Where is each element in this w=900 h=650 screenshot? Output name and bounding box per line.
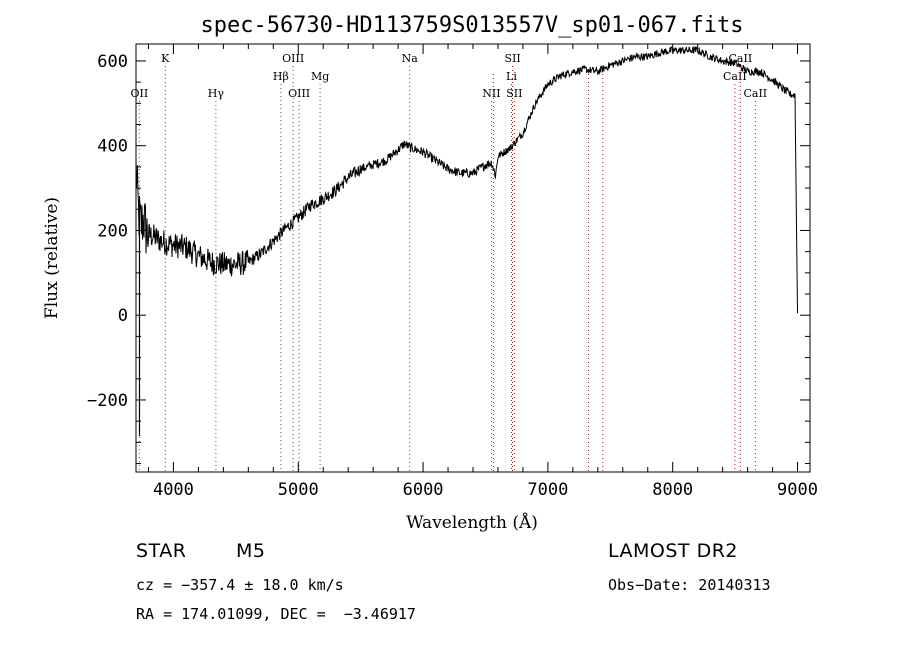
- y-tick-label: 200: [97, 221, 128, 241]
- spectral-line-label: NII: [482, 87, 500, 100]
- x-axis-label: Wavelength (Å): [406, 512, 538, 533]
- series-layer: [135, 45, 798, 436]
- x-tick-label: 5000: [278, 480, 319, 500]
- y-tick-label: 400: [97, 137, 128, 157]
- spectral-line-label: Na: [402, 52, 419, 65]
- spectral-line-label: Mg: [311, 70, 329, 83]
- spectral-line-label: SII: [506, 87, 522, 100]
- spectral-line-label: OIII: [282, 52, 304, 65]
- x-tick-label: 9000: [777, 480, 818, 500]
- spectral-line-label: CaII: [723, 70, 747, 83]
- y-axis: −200 0 200 400 600: [87, 52, 810, 465]
- x-tick-label: 4000: [153, 480, 194, 500]
- spectral-line-label: SII: [504, 52, 520, 65]
- survey-name: LAMOST DR2: [608, 540, 738, 562]
- spectral-line-label: Hγ: [208, 87, 225, 100]
- line-markers: OIIKHγHβOIIIOIIIMgNaNIILiSIISIICaIICaIIC…: [131, 52, 767, 472]
- x-axis: 4000 5000 6000 7000 8000 9000: [147, 44, 818, 500]
- spectral-line-label: Li: [506, 70, 517, 83]
- y-axis-label: Flux (relative): [42, 197, 62, 319]
- object-class: STAR: [136, 540, 187, 562]
- x-tick-label: 7000: [527, 480, 568, 500]
- spectral-line-label: Hβ: [273, 70, 289, 83]
- chart-title: spec-56730-HD113759S013557V_sp01-067.fit…: [200, 13, 743, 38]
- x-tick-label: 8000: [652, 480, 693, 500]
- spectral-line-label: OII: [131, 87, 149, 100]
- y-tick-label: 0: [118, 306, 128, 326]
- x-tick-label: 6000: [403, 480, 444, 500]
- plot-frame: [135, 43, 811, 473]
- y-tick-label: −200: [87, 391, 128, 411]
- spectral-line-label: OIII: [288, 87, 310, 100]
- observation-date: Obs−Date: 20140313: [608, 576, 771, 594]
- coordinates: RA = 174.01099, DEC = −3.46917: [136, 605, 416, 623]
- y-tick-label: 600: [97, 52, 128, 72]
- spectrum-line: [135, 45, 798, 314]
- spectral-line-label: K: [161, 52, 170, 65]
- redshift-cz: cz = −357.4 ± 18.0 km/s: [136, 576, 344, 594]
- spectral-line-label: CaII: [743, 87, 767, 100]
- object-subclass: M5: [236, 540, 266, 562]
